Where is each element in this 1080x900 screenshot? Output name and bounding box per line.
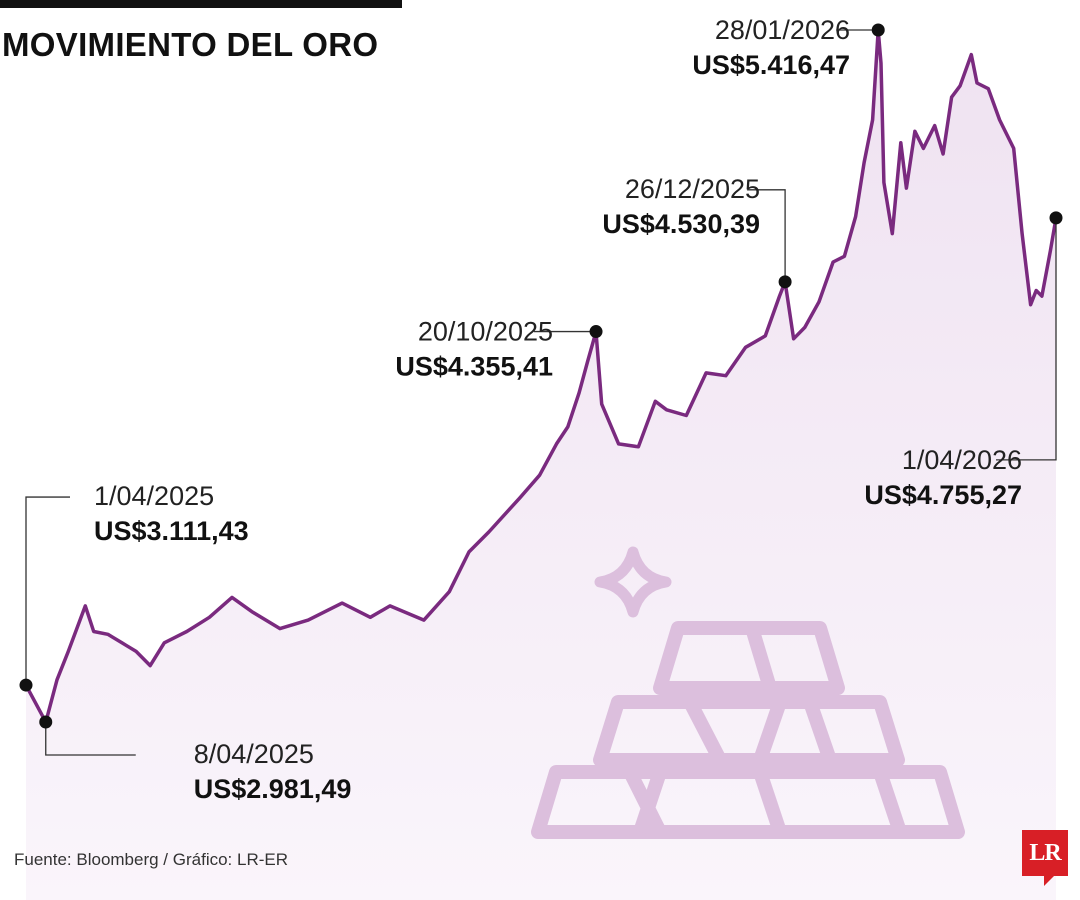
marker-low [39, 715, 53, 729]
sparkle-icon [594, 546, 672, 618]
marker-dec-peak [778, 275, 792, 289]
leader-line-start [25, 496, 70, 686]
value-label-end: US$4.755,27 [864, 480, 1022, 510]
top-rule [0, 0, 402, 8]
marker-oct-peak [589, 325, 603, 339]
date-label-end: 1/04/2026 [902, 445, 1022, 475]
date-label-oct-peak: 20/10/2025 [418, 317, 553, 347]
value-label-dec-peak: US$4.530,39 [602, 209, 760, 239]
date-label-jan-peak: 28/01/2026 [715, 15, 850, 45]
value-label-jan-peak: US$5.416,47 [692, 50, 850, 80]
lr-logo: LR [1022, 830, 1068, 886]
price-line [24, 28, 1058, 724]
source-note: Fuente: Bloomberg / Gráfico: LR-ER [14, 850, 289, 869]
date-label-low: 8/04/2025 [194, 739, 314, 769]
marker-end [1049, 211, 1063, 225]
marker-jan-peak [871, 23, 885, 37]
annotations: 1/04/2025 US$3.111,43 8/04/2025 US$2.981,49… [19, 15, 1063, 804]
value-label-oct-peak: US$4.355,41 [395, 352, 553, 382]
leader-line-end [996, 217, 1057, 461]
gold-bars-icon [531, 621, 965, 839]
illustration [531, 546, 965, 839]
date-label-start: 1/04/2025 [94, 481, 214, 511]
marker-start [19, 678, 33, 692]
leader-line-dec-peak [747, 189, 786, 282]
leader-line-low [45, 722, 136, 756]
value-label-start: US$3.111,43 [94, 516, 249, 546]
value-label-low: US$2.981,49 [194, 774, 352, 804]
date-label-dec-peak: 26/12/2025 [625, 174, 760, 204]
chart-title: MOVIMIENTO DEL ORO [2, 26, 379, 63]
